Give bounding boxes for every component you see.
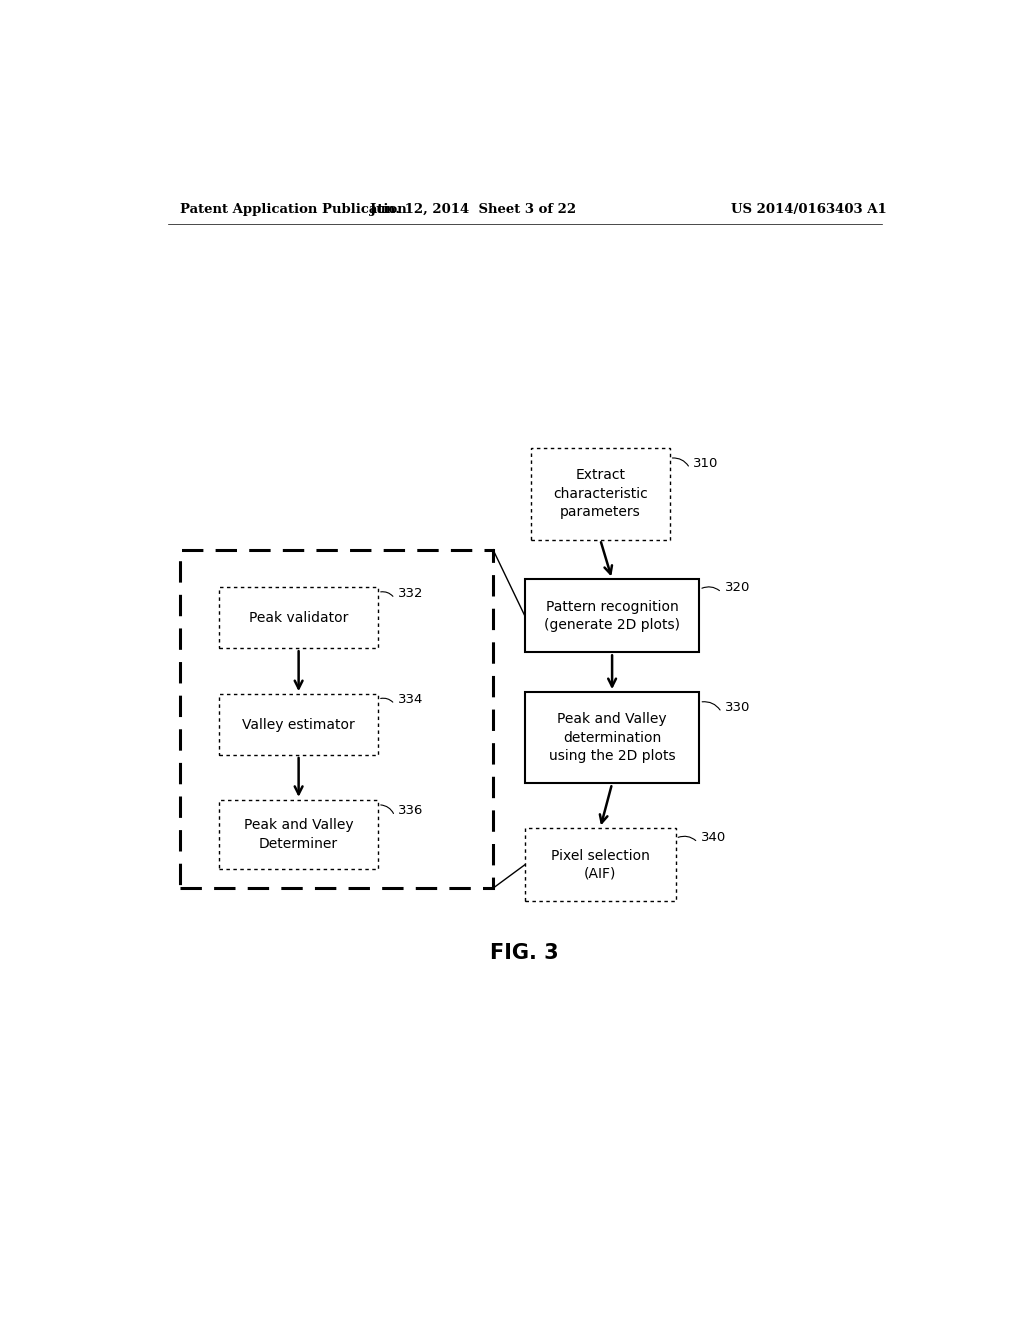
Text: 336: 336 xyxy=(397,804,423,817)
Bar xyxy=(219,694,378,755)
Text: Peak validator: Peak validator xyxy=(249,611,348,624)
Text: 332: 332 xyxy=(397,587,423,599)
Text: Extract
characteristic
parameters: Extract characteristic parameters xyxy=(553,469,647,519)
Bar xyxy=(524,579,699,652)
Bar xyxy=(524,692,699,784)
Bar xyxy=(219,587,378,648)
Text: Peak and Valley
Determiner: Peak and Valley Determiner xyxy=(244,818,353,850)
Bar xyxy=(524,828,676,902)
Text: Valley estimator: Valley estimator xyxy=(243,718,355,731)
Text: 310: 310 xyxy=(693,457,719,470)
FancyArrowPatch shape xyxy=(673,458,688,466)
Text: 320: 320 xyxy=(725,581,751,594)
Text: 340: 340 xyxy=(701,830,726,843)
FancyArrowPatch shape xyxy=(678,837,695,841)
Text: Patent Application Publication: Patent Application Publication xyxy=(179,203,407,215)
Text: Pattern recognition
(generate 2D plots): Pattern recognition (generate 2D plots) xyxy=(544,599,680,632)
FancyArrowPatch shape xyxy=(381,698,393,702)
Text: 334: 334 xyxy=(397,693,423,706)
Text: Peak and Valley
determination
using the 2D plots: Peak and Valley determination using the … xyxy=(549,713,676,763)
Text: FIG. 3: FIG. 3 xyxy=(490,944,559,964)
FancyArrowPatch shape xyxy=(381,591,393,597)
FancyArrowPatch shape xyxy=(702,702,720,710)
Bar xyxy=(219,800,378,869)
FancyArrowPatch shape xyxy=(381,805,393,813)
Text: US 2014/0163403 A1: US 2014/0163403 A1 xyxy=(731,203,887,215)
Bar xyxy=(530,447,670,540)
Text: Jun. 12, 2014  Sheet 3 of 22: Jun. 12, 2014 Sheet 3 of 22 xyxy=(370,203,577,215)
FancyArrowPatch shape xyxy=(701,587,720,590)
Bar xyxy=(179,549,494,888)
Text: Pixel selection
(AIF): Pixel selection (AIF) xyxy=(551,849,649,880)
Text: 330: 330 xyxy=(725,701,751,714)
